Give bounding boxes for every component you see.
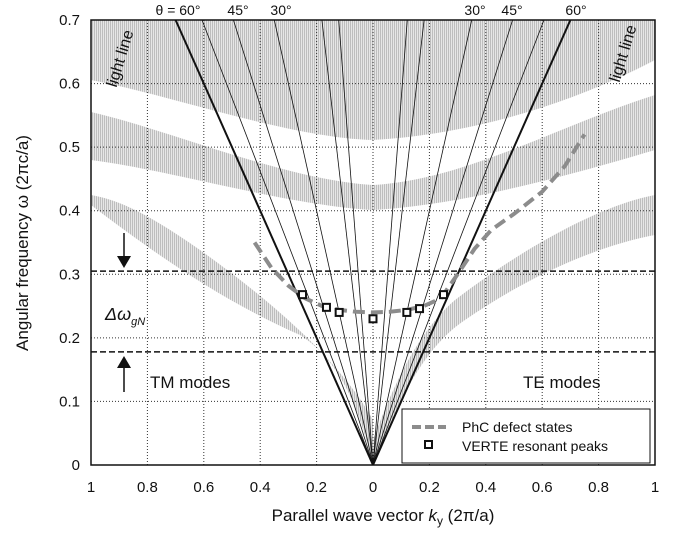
angle-label-right-60: 60°: [565, 2, 586, 18]
grid-x: [146, 20, 600, 465]
legend-box: [401, 408, 651, 464]
y-tick-label: 0.5: [59, 139, 80, 156]
y-tick-label: 0.3: [59, 266, 80, 283]
resonant-peak-marker: [402, 307, 412, 317]
x-tick-label: 1: [651, 479, 659, 496]
angle-line: [372, 19, 425, 466]
angle-line: [338, 19, 374, 466]
angle-line: [372, 19, 513, 466]
x-tick-label: 0.4: [250, 479, 271, 496]
resonant-peak-marker: [321, 302, 331, 312]
tm-modes-label: TM modes: [150, 373, 230, 392]
y-tick-label: 0.1: [59, 393, 80, 410]
series-layer: [252, 133, 587, 324]
y-tick-labels: 0 0.1 0.2 0.3 0.4 0.5 0.6 0.7: [59, 12, 80, 474]
angle-line: [372, 19, 473, 466]
x-tick-labels: 1 0.8 0.6 0.4 0.2 0 0.2 0.4 0.6 0.8 1: [87, 479, 659, 496]
x-tick-label: 0.6: [193, 479, 214, 496]
te-modes-label: TE modes: [523, 373, 600, 392]
light-line-right: [372, 19, 572, 466]
resonant-peak-marker: [298, 290, 307, 300]
y-tick-label: 0.6: [59, 76, 80, 93]
angle-line: [233, 19, 374, 466]
grid-y: [91, 83, 655, 402]
resonant-peak-marker: [415, 304, 425, 314]
angle-line: [321, 19, 374, 466]
angle-label-left-60: θ = 60°: [156, 2, 201, 18]
x-tick-label: 0.4: [475, 479, 496, 496]
legend-label-resonant-peaks: VERTE resonant peaks: [462, 438, 608, 454]
resonant-peak-marker: [368, 314, 378, 324]
y-tick-label: 0.4: [59, 203, 80, 220]
x-tick-label: 0: [369, 479, 377, 496]
resonant-peak-marker: [334, 307, 344, 317]
angle-line: [372, 19, 545, 466]
angle-line: [372, 19, 408, 466]
y-tick-label: 0.2: [59, 330, 80, 347]
angle-label-right-45: 45°: [501, 2, 522, 18]
x-tick-label: 0.2: [419, 479, 440, 496]
x-tick-label: 0.8: [588, 479, 609, 496]
x-tick-label: 0.8: [137, 479, 158, 496]
angle-line: [273, 19, 374, 466]
x-axis-title: Parallel wave vector ky (2π/a): [272, 506, 495, 528]
band-gap-arrow-down: [117, 233, 131, 268]
band-gap-label: ΔωgN: [104, 304, 145, 328]
angle-label-right-30: 30°: [464, 2, 485, 18]
plot-frame: [90, 19, 656, 466]
x-tick-label: 0.6: [532, 479, 553, 496]
angle-label-left-45: 45°: [227, 2, 248, 18]
band-gap-arrow-up: [117, 356, 131, 392]
y-axis-title: Angular frequency ω (2πc/a): [13, 135, 32, 351]
y-tick-label: 0.7: [59, 12, 80, 29]
legend: PhC defect states VERTE resonant peaks: [401, 408, 651, 464]
y-tick-label: 0: [72, 457, 80, 474]
band-gap-lines: [91, 270, 655, 353]
resonant-peak-marker: [439, 290, 448, 300]
x-tick-label: 1: [87, 479, 95, 496]
light-line-left: [174, 19, 374, 466]
band-middle: [91, 95, 655, 210]
angle-line: [201, 19, 374, 466]
x-tick-label: 0.2: [306, 479, 327, 496]
angle-lines: [201, 19, 545, 466]
band-lower-left: [91, 195, 373, 465]
legend-swatch-resonant-peaks: [424, 440, 433, 449]
angle-label-left-30: 30°: [270, 2, 291, 18]
legend-label-defect-states: PhC defect states: [462, 419, 573, 435]
